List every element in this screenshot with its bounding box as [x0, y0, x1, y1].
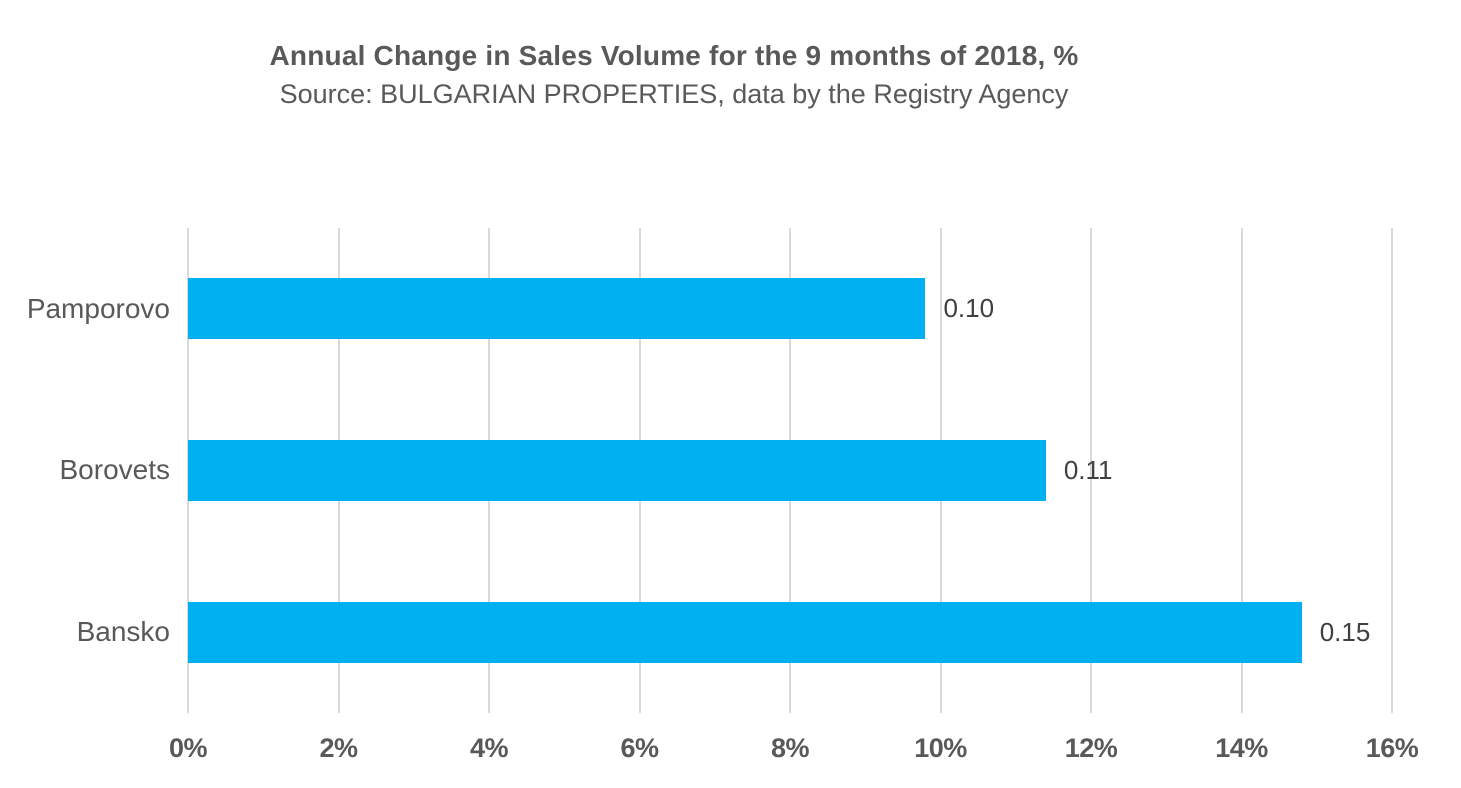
x-tick-16pct: 16%	[1365, 733, 1419, 763]
chart-subtitle: Source: BULGARIAN PROPERTIES, data by th…	[279, 79, 1069, 109]
x-tick-0pct: 0%	[168, 733, 208, 763]
bar-row-pamporovo: 0.10	[188, 228, 1392, 390]
bar-borovets	[188, 439, 1046, 501]
chart-title: Annual Change in Sales Volume for the 9 …	[269, 40, 1079, 71]
plot-area: 0.10 0.11 0.15	[187, 228, 1393, 713]
bar-bansko	[188, 601, 1302, 663]
x-tick-6pct: 6%	[620, 733, 659, 763]
gridline-14pct	[1240, 228, 1243, 713]
value-axis: 0% 2% 4% 6% 8% 10% 12% 14% 16%	[169, 733, 1419, 769]
x-tick-14pct: 14%	[1215, 733, 1268, 763]
category-label-bansko: Bansko	[76, 616, 170, 648]
data-label-pamporovo: 0.10	[943, 293, 995, 324]
category-label-borovets: Borovets	[59, 454, 171, 486]
category-axis: Pamporovo Borovets Bansko	[0, 228, 170, 713]
bar-row-bansko: 0.15	[188, 551, 1392, 713]
data-label-bansko: 0.15	[1319, 616, 1371, 647]
x-tick-4pct: 4%	[469, 733, 509, 763]
x-tick-10pct: 10%	[914, 733, 967, 763]
gridline-12pct	[1090, 228, 1092, 713]
data-label-borovets: 0.11	[1063, 454, 1113, 485]
bar-row-borovets: 0.11	[188, 390, 1392, 552]
bar-pamporovo	[188, 278, 926, 340]
x-tick-2pct: 2%	[319, 733, 358, 763]
chart-header: Annual Change in Sales Volume for the 9 …	[0, 40, 1348, 110]
x-tick-8pct: 8%	[770, 733, 810, 763]
x-tick-12pct: 12%	[1064, 733, 1118, 763]
gridline-16pct	[1391, 228, 1393, 713]
category-label-pamporovo: Pamporovo	[26, 292, 170, 324]
